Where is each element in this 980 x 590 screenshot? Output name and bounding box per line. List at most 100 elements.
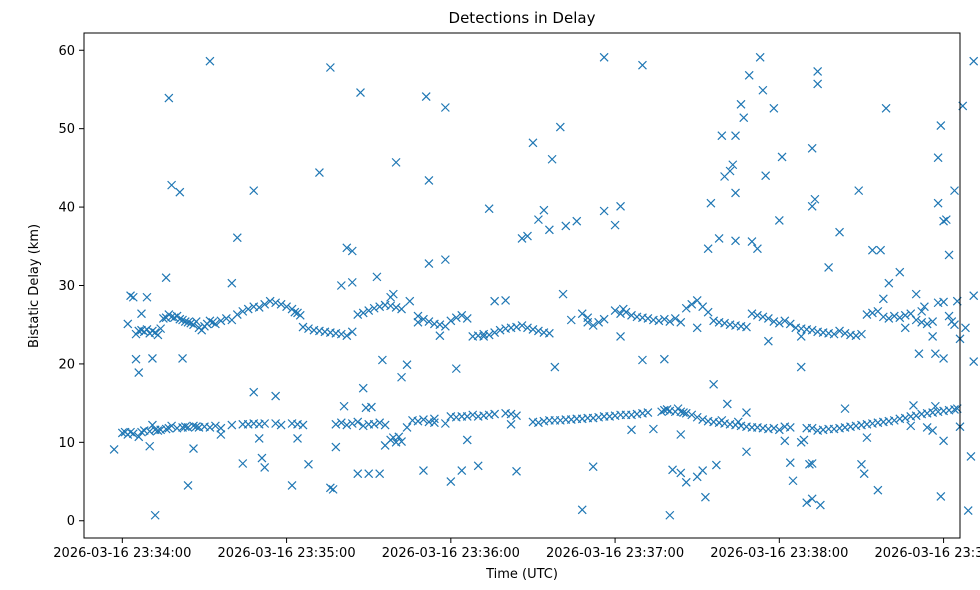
data-point [435,320,445,330]
data-point [813,66,823,76]
data-point [703,307,713,317]
data-point [128,292,138,302]
data-point [769,423,779,433]
data-point [429,418,439,428]
data-point [900,310,910,320]
data-point [700,492,710,502]
data-point [265,296,275,306]
data-point [944,250,954,260]
data-point [739,113,749,123]
data-point [928,317,938,326]
data-point [577,505,587,515]
data-point [435,331,445,341]
data-point [638,355,647,365]
data-point [950,186,959,196]
data-point [736,99,746,109]
data-point [969,357,979,366]
data-point [810,194,820,204]
data-point [917,306,927,316]
data-point [769,103,779,113]
data-point [717,131,727,141]
data-point [109,444,119,454]
data-point [733,417,743,427]
data-point [711,460,721,470]
data-point [807,325,817,335]
data-point [900,413,910,423]
data-point [440,419,450,428]
data-point [375,302,385,312]
data-point [796,362,806,372]
data-point [876,245,886,255]
data-point [293,433,302,443]
data-point [889,311,899,321]
data-point [290,307,300,317]
data-point [774,215,784,225]
data-point [698,415,708,425]
data-point [917,317,927,327]
data-point [643,408,653,417]
data-point [928,332,938,341]
data-point [512,411,521,421]
data-point [616,332,625,341]
data-point [643,314,653,323]
data-point [205,56,215,66]
data-point [506,409,516,419]
data-point [659,354,669,364]
data-point [205,316,215,326]
data-point [857,459,866,469]
data-point [747,309,757,319]
data-point [342,331,352,341]
data-point [424,175,434,185]
data-point [462,314,472,323]
data-point [742,322,751,332]
data-point [479,332,489,341]
data-point [528,324,538,334]
data-point [906,421,916,431]
data-point [347,419,357,428]
data-point [468,410,478,420]
data-point [930,401,940,411]
data-point [769,317,779,326]
data-point [167,421,177,431]
data-point [919,302,929,312]
data-point [594,317,604,327]
data-point [654,316,664,326]
data-point [744,70,754,80]
data-point [457,310,467,320]
data-point [969,291,979,301]
data-point [134,368,144,377]
data-point [753,310,762,320]
data-point [413,317,423,327]
data-point [369,303,379,313]
data-point [878,294,888,304]
data-point [854,186,864,196]
data-point [720,318,729,328]
data-point [930,349,940,359]
x-tick-label: 2026-03-16 23:37:00 [546,546,684,561]
data-point [824,263,834,272]
data-point [148,354,157,363]
data-point [424,259,434,268]
data-point [558,289,568,299]
x-tick-label: 2026-03-16 23:39:00 [875,546,980,561]
data-point [375,469,385,479]
data-point [232,233,242,243]
data-point [802,498,812,508]
data-point [325,483,335,493]
data-point [484,330,494,340]
data-point [391,157,401,167]
data-point [175,187,185,197]
data-point [216,423,226,433]
y-tick-label: 40 [58,201,75,216]
data-point [364,469,374,479]
data-point [610,306,620,316]
x-axis-title: Time (UTC) [485,567,558,582]
data-point [725,166,735,176]
data-point [665,510,675,520]
data-point [380,420,390,430]
data-point [153,426,163,435]
data-point [178,354,187,363]
data-point [627,310,636,320]
data-point [599,206,609,216]
data-point [807,143,817,153]
